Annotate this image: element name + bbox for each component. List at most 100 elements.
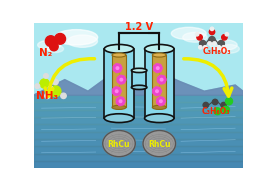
Ellipse shape: [220, 45, 239, 53]
Circle shape: [217, 46, 221, 49]
Circle shape: [116, 87, 120, 91]
Bar: [112, 55, 126, 107]
Bar: [34, 154, 243, 161]
Circle shape: [114, 92, 118, 96]
Bar: [34, 161, 243, 168]
Circle shape: [209, 29, 215, 35]
Polygon shape: [34, 72, 243, 95]
Circle shape: [112, 90, 116, 94]
Text: NH₃: NH₃: [36, 91, 58, 101]
Circle shape: [218, 40, 224, 46]
Bar: [132, 70, 146, 87]
Circle shape: [117, 64, 121, 68]
Circle shape: [160, 100, 162, 102]
Ellipse shape: [210, 40, 237, 50]
Circle shape: [159, 75, 163, 79]
Text: RhCu: RhCu: [148, 140, 171, 149]
Circle shape: [121, 80, 125, 84]
Circle shape: [120, 101, 124, 105]
Circle shape: [48, 86, 53, 91]
Text: C₃H₆O₃: C₃H₆O₃: [201, 107, 230, 116]
Bar: [34, 95, 243, 168]
Circle shape: [44, 74, 48, 78]
Bar: [34, 124, 243, 132]
Bar: [152, 55, 166, 107]
Circle shape: [155, 64, 159, 68]
Circle shape: [162, 78, 166, 82]
Text: N₂: N₂: [39, 48, 52, 58]
Circle shape: [156, 67, 159, 69]
Circle shape: [113, 67, 117, 71]
Circle shape: [157, 100, 160, 104]
Polygon shape: [34, 72, 243, 95]
Ellipse shape: [144, 114, 174, 122]
Circle shape: [50, 86, 61, 97]
Circle shape: [158, 66, 162, 70]
Circle shape: [122, 78, 126, 82]
Circle shape: [114, 87, 118, 91]
Circle shape: [120, 78, 123, 81]
Ellipse shape: [144, 44, 174, 53]
Circle shape: [119, 75, 123, 79]
Circle shape: [161, 76, 165, 80]
Circle shape: [157, 77, 161, 81]
Circle shape: [118, 102, 122, 106]
Circle shape: [157, 87, 161, 91]
Circle shape: [153, 88, 157, 92]
Circle shape: [45, 93, 50, 98]
Bar: [34, 95, 243, 102]
Circle shape: [203, 46, 207, 49]
Circle shape: [197, 35, 202, 40]
Circle shape: [225, 33, 229, 36]
Circle shape: [153, 65, 157, 69]
Circle shape: [40, 79, 49, 88]
Ellipse shape: [183, 32, 207, 42]
Circle shape: [45, 36, 56, 46]
Bar: [34, 110, 243, 117]
Circle shape: [212, 42, 216, 45]
Circle shape: [155, 69, 159, 73]
Ellipse shape: [131, 85, 147, 89]
Ellipse shape: [38, 40, 61, 50]
Circle shape: [120, 97, 124, 101]
Circle shape: [117, 89, 121, 93]
Circle shape: [115, 90, 118, 92]
Circle shape: [153, 90, 157, 94]
Circle shape: [158, 97, 162, 101]
Circle shape: [222, 106, 230, 113]
Circle shape: [117, 79, 121, 83]
Bar: [104, 49, 134, 118]
Circle shape: [157, 98, 160, 102]
Text: RhCu: RhCu: [108, 140, 130, 149]
Circle shape: [160, 78, 163, 81]
Bar: [34, 117, 243, 124]
Circle shape: [222, 46, 225, 49]
Circle shape: [158, 89, 161, 93]
Circle shape: [117, 68, 121, 72]
Circle shape: [116, 67, 119, 69]
Ellipse shape: [112, 105, 126, 109]
Circle shape: [161, 80, 165, 84]
Circle shape: [210, 27, 214, 31]
Circle shape: [160, 97, 164, 101]
Text: 1.2 V: 1.2 V: [125, 22, 153, 32]
Circle shape: [225, 98, 232, 105]
Circle shape: [209, 36, 215, 43]
Circle shape: [203, 102, 208, 108]
Circle shape: [153, 67, 157, 71]
Ellipse shape: [143, 130, 176, 157]
Circle shape: [157, 79, 161, 83]
Circle shape: [161, 99, 165, 103]
Circle shape: [115, 69, 119, 73]
Ellipse shape: [104, 114, 134, 122]
Ellipse shape: [55, 30, 98, 45]
Circle shape: [195, 33, 199, 36]
Circle shape: [158, 102, 162, 106]
Circle shape: [121, 76, 125, 80]
Ellipse shape: [68, 35, 97, 47]
Ellipse shape: [152, 53, 166, 57]
Ellipse shape: [104, 44, 134, 53]
Bar: [144, 49, 174, 118]
Bar: [34, 23, 243, 95]
Circle shape: [214, 108, 221, 115]
